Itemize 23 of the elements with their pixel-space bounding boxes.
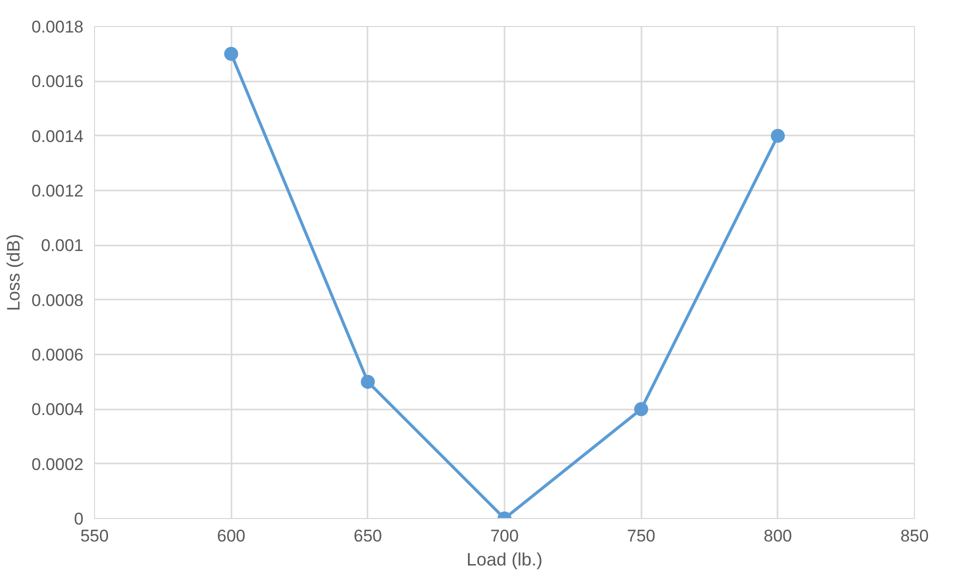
x-tick-label: 800: [764, 526, 792, 546]
y-tick-label: 0.0012: [32, 182, 84, 200]
x-tick-label: 550: [80, 526, 109, 546]
y-axis-title: Loss (dB): [4, 234, 24, 312]
y-tick-label: 0.0016: [32, 72, 84, 92]
y-tick-label: 0.0008: [32, 290, 84, 310]
point: [634, 402, 648, 416]
x-tick-label: 750: [626, 526, 656, 546]
y-tick-label: 0.0004: [32, 400, 84, 420]
y-tick-label: 0.0014: [32, 126, 84, 146]
y-tick-label: 0: [74, 510, 84, 528]
x-tick-label: 850: [900, 526, 929, 546]
y-tick-label: 0.001: [40, 236, 84, 256]
point: [360, 374, 375, 389]
x-tick-label: 650: [354, 526, 382, 546]
y-tick-label: 0.0018: [32, 18, 84, 36]
x-tick-label: 600: [216, 526, 246, 546]
y-tick-label: 0.0002: [32, 454, 84, 474]
point: [770, 128, 785, 143]
point: [224, 46, 238, 61]
x-axis-title: Load (lb.): [466, 550, 543, 570]
y-tick-label: 0.0006: [32, 346, 84, 364]
x-tick-label: 700: [490, 526, 519, 546]
